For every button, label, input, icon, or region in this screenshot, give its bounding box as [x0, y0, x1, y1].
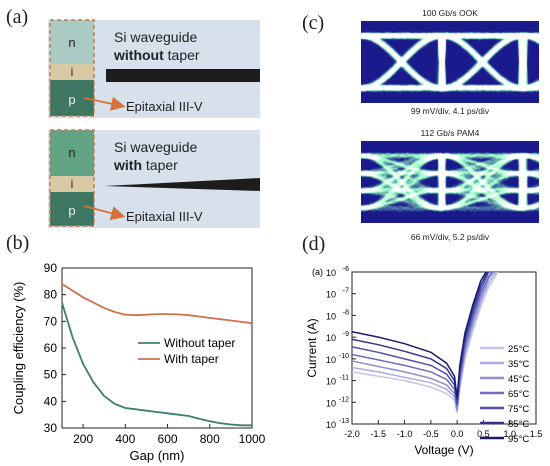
i-layer [50, 64, 94, 80]
series-line [352, 272, 494, 407]
y-tick-exponent: -9 [343, 331, 349, 338]
panel-label-a: (a) [6, 6, 29, 28]
chart-iv-curves: -2.0 -1.5 -1.0 -0.5 0.0 0.5 1.0 1.510-1310-1210… [305, 266, 543, 457]
si-waveguide-straight [106, 69, 260, 82]
y-tick-exponent: -13 [339, 418, 349, 425]
waveguide-subtitle: without taper [113, 47, 200, 63]
panel-label-c: (c) [302, 12, 325, 34]
dashed-outline [49, 19, 95, 117]
y-tick-label: 10 [326, 377, 336, 387]
legend-label: With taper [164, 352, 219, 366]
x-tick-label: 0.5 [477, 429, 490, 439]
y-tick-label: 10 [326, 355, 336, 365]
legend-label: 25°C [508, 344, 529, 355]
series-line [352, 272, 487, 398]
diagram-without-taper: n i p Si waveguide without taper Epitaxi… [48, 19, 260, 118]
p-label: p [68, 92, 75, 107]
epitaxial-label: Epitaxial III-V [126, 209, 203, 224]
x-tick-label: 1000 [239, 432, 266, 446]
n-layer [50, 20, 94, 64]
series-line [352, 272, 495, 411]
inner-panel-label: (a) [312, 267, 323, 277]
y-axis-label: Coupling efficiency (%) [11, 282, 26, 415]
x-tick-label: -2.0 [344, 429, 360, 439]
series-line [352, 272, 490, 405]
legend-label: 45°C [508, 374, 529, 385]
legend-label: 85°C [508, 419, 529, 430]
x-axis-label: Gap (nm) [130, 448, 185, 463]
dashed-outline [49, 129, 95, 227]
legend-label: 95°C [508, 434, 529, 445]
y-tick-label: 10 [326, 398, 336, 408]
y-tick-label: 30 [44, 421, 58, 435]
x-tick-label: -1.5 [371, 429, 387, 439]
waveguide-subtitle: with taper [113, 157, 178, 173]
legend-label: 75°C [508, 404, 529, 415]
arrow-icon [83, 205, 126, 221]
y-tick-label: 80 [44, 288, 58, 302]
x-tick-label: 600 [158, 432, 178, 446]
legend-label: 35°C [508, 359, 529, 370]
series-line-with-taper [61, 283, 253, 325]
legend-label: 65°C [508, 389, 529, 400]
diagram-with-taper: n i p Si waveguide with taper Epitaxial … [48, 129, 260, 228]
y-tick-label: 70 [44, 314, 58, 328]
x-tick-label: 1.0 [503, 429, 516, 439]
y-tick-label: 10 [326, 420, 336, 430]
series-group [352, 272, 499, 414]
y-tick-label: 10 [326, 333, 336, 343]
waveguide-title: Si waveguide [114, 139, 197, 155]
eye-diagram-pam4 [361, 141, 539, 223]
eye-bottom-scale: 66 mV/div, 5.2 ps/div [410, 232, 490, 242]
x-tick-label: -1.0 [397, 429, 413, 439]
y-tick-exponent: -11 [339, 375, 349, 382]
y-tick-exponent: -8 [343, 309, 349, 316]
n-layer [50, 130, 94, 176]
epitaxial-label: Epitaxial III-V [126, 99, 203, 114]
p-layer [50, 192, 94, 226]
x-tick-label: 200 [73, 432, 93, 446]
x-tick-label: 400 [115, 432, 135, 446]
panel-label-d: (d) [302, 233, 326, 255]
y-tick-exponent: -7 [343, 288, 349, 295]
si-waveguide-taper [104, 178, 260, 191]
x-tick-label: -0.5 [423, 429, 439, 439]
panel-label-b: (b) [6, 232, 30, 254]
eye-top-scale: 99 mV/div, 4.1 ps/div [410, 106, 490, 116]
x-axis-label: Voltage (V) [414, 443, 473, 457]
waveguide-title: Si waveguide [114, 29, 197, 45]
i-label: i [71, 177, 74, 191]
y-tick-label: 90 [44, 261, 58, 275]
i-label: i [71, 65, 74, 79]
p-label: p [68, 203, 75, 218]
eye-bottom-title: 112 Gb/s PAM4 [420, 128, 480, 138]
y-tick-label: 10 [326, 290, 336, 300]
y-tick-label: 40 [44, 394, 58, 408]
i-layer [50, 176, 94, 192]
eye-diagram-ook [361, 21, 539, 103]
series-line [352, 272, 489, 401]
y-tick-exponent: -10 [339, 353, 349, 360]
y-tick-label: 60 [44, 341, 58, 355]
arrow-icon [83, 96, 126, 111]
y-tick-label: 10 [326, 268, 336, 278]
n-label: n [68, 145, 75, 160]
panel-a-schematic: n i p Si waveguide without taper Epitaxi… [48, 19, 260, 228]
eye-top-title: 100 Gb/s OOK [422, 8, 478, 18]
y-tick-label: 50 [44, 368, 58, 382]
legend-label: Without taper [164, 336, 235, 350]
y-tick-exponent: -12 [339, 396, 349, 403]
y-tick-label: 10 [326, 311, 336, 321]
series-line-without-taper [61, 302, 252, 427]
x-tick-label: 1.5 [530, 429, 543, 439]
series-line [352, 272, 498, 412]
y-tick-exponent: -6 [343, 266, 349, 273]
n-label: n [68, 35, 75, 50]
series-line [352, 272, 499, 414]
y-axis-label: Current (A) [305, 318, 319, 377]
x-tick-label: 800 [200, 432, 220, 446]
x-tick-label: 0.0 [451, 429, 464, 439]
chart-coupling-efficiency: 200 400 600 800 1000 30 40 50 60 70 80 90 Gap (nm) Co… [11, 261, 266, 463]
plot-frame [351, 271, 537, 425]
